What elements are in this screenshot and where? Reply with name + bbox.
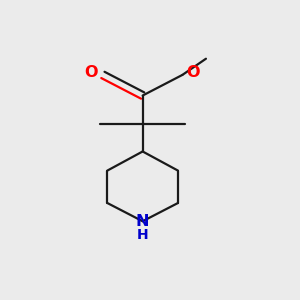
Text: O: O <box>186 65 200 80</box>
Text: O: O <box>84 65 97 80</box>
Text: H: H <box>137 228 148 242</box>
Text: N: N <box>136 214 149 229</box>
